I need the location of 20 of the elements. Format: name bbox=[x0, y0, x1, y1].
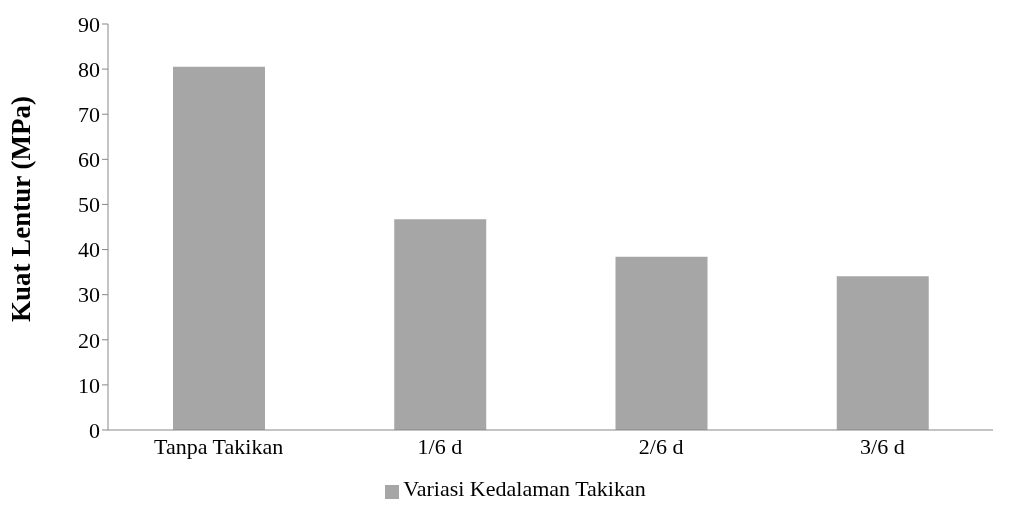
x-tick-label: 3/6 d bbox=[860, 433, 905, 459]
bar bbox=[615, 256, 708, 430]
y-tick-label: 50 bbox=[78, 192, 100, 218]
y-axis-title: Kuat Lentur (MPa) bbox=[5, 96, 36, 322]
bar bbox=[173, 66, 265, 430]
y-tick-label: 70 bbox=[78, 102, 100, 128]
y-tick-label: 30 bbox=[78, 282, 100, 308]
y-tick-label: 10 bbox=[78, 372, 100, 398]
x-tick-label: Tanpa Takikan bbox=[154, 433, 284, 459]
x-tick-label: 1/6 d bbox=[417, 433, 463, 459]
y-tick-label: 0 bbox=[89, 417, 100, 443]
y-tick-label: 60 bbox=[78, 147, 100, 173]
bar bbox=[836, 276, 929, 430]
legend-label: Variasi Kedalaman Takikan bbox=[403, 476, 646, 501]
y-tick-label: 40 bbox=[78, 237, 100, 263]
y-tick-label: 20 bbox=[78, 327, 100, 353]
y-tick-label: 80 bbox=[78, 56, 100, 82]
x-tick-label: 2/6 d bbox=[638, 433, 684, 459]
bar bbox=[394, 219, 487, 430]
y-tick-label: 90 bbox=[78, 11, 100, 37]
